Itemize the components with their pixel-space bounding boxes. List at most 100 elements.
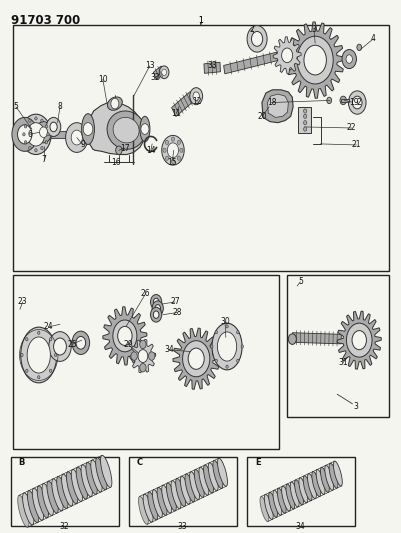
Circle shape <box>346 323 371 357</box>
Text: 9: 9 <box>80 141 85 149</box>
Circle shape <box>215 359 217 362</box>
Circle shape <box>345 55 352 63</box>
Circle shape <box>49 369 52 373</box>
Text: 2: 2 <box>249 25 254 34</box>
Ellipse shape <box>47 481 58 513</box>
Ellipse shape <box>57 477 68 508</box>
Text: 29: 29 <box>123 340 133 349</box>
Text: 30: 30 <box>220 317 229 326</box>
Text: 5: 5 <box>297 277 302 286</box>
Ellipse shape <box>81 114 94 144</box>
Circle shape <box>37 331 40 334</box>
Ellipse shape <box>100 455 111 487</box>
Polygon shape <box>103 306 146 365</box>
Text: 3: 3 <box>352 402 357 411</box>
Circle shape <box>45 141 47 144</box>
Text: 33: 33 <box>207 61 217 70</box>
Ellipse shape <box>21 327 57 383</box>
Circle shape <box>350 328 367 352</box>
Circle shape <box>177 156 180 160</box>
Circle shape <box>225 365 228 368</box>
Ellipse shape <box>285 484 294 509</box>
Text: E: E <box>255 458 260 466</box>
Ellipse shape <box>52 479 63 511</box>
Circle shape <box>150 295 161 309</box>
Circle shape <box>49 332 71 361</box>
Circle shape <box>210 345 213 348</box>
Ellipse shape <box>61 474 73 506</box>
Circle shape <box>251 31 262 46</box>
Circle shape <box>339 96 346 104</box>
Text: 6: 6 <box>27 130 32 139</box>
Ellipse shape <box>302 475 311 500</box>
Circle shape <box>303 127 306 131</box>
Text: B: B <box>18 458 24 466</box>
Ellipse shape <box>198 467 209 495</box>
Ellipse shape <box>81 465 92 497</box>
Polygon shape <box>267 94 288 117</box>
Polygon shape <box>261 90 292 123</box>
Circle shape <box>153 311 158 318</box>
Text: 2: 2 <box>356 98 361 107</box>
Polygon shape <box>292 333 340 344</box>
Circle shape <box>72 331 89 354</box>
Text: 34: 34 <box>295 522 304 531</box>
Circle shape <box>171 159 174 164</box>
Text: 33: 33 <box>177 522 186 531</box>
Ellipse shape <box>66 472 77 504</box>
Ellipse shape <box>95 458 107 490</box>
Circle shape <box>302 44 326 76</box>
Ellipse shape <box>328 463 337 488</box>
Circle shape <box>141 124 148 134</box>
Ellipse shape <box>180 476 190 504</box>
Bar <box>247 457 354 526</box>
Text: 11: 11 <box>171 109 180 118</box>
Ellipse shape <box>332 461 341 486</box>
Circle shape <box>28 119 31 122</box>
Circle shape <box>18 125 32 144</box>
Circle shape <box>21 114 51 155</box>
Circle shape <box>326 97 331 103</box>
Ellipse shape <box>148 492 157 520</box>
Ellipse shape <box>268 492 277 518</box>
Circle shape <box>241 345 243 348</box>
Ellipse shape <box>184 474 194 502</box>
Text: 32: 32 <box>150 73 159 82</box>
Circle shape <box>41 119 43 122</box>
Ellipse shape <box>217 332 236 361</box>
Circle shape <box>161 135 184 165</box>
Text: 34: 34 <box>164 345 173 354</box>
Ellipse shape <box>294 480 303 505</box>
Circle shape <box>341 50 356 69</box>
Ellipse shape <box>298 478 307 503</box>
Circle shape <box>46 117 61 136</box>
Circle shape <box>53 338 66 355</box>
Circle shape <box>189 88 202 104</box>
Ellipse shape <box>213 461 222 489</box>
Text: 17: 17 <box>120 144 130 152</box>
Ellipse shape <box>140 116 150 142</box>
Ellipse shape <box>320 467 328 492</box>
Ellipse shape <box>27 337 50 373</box>
Text: 28: 28 <box>172 308 181 317</box>
Circle shape <box>165 140 168 144</box>
Circle shape <box>111 98 119 109</box>
Ellipse shape <box>107 111 145 149</box>
Text: 12: 12 <box>192 97 201 106</box>
Circle shape <box>288 334 296 344</box>
Circle shape <box>23 133 25 136</box>
Circle shape <box>49 337 52 341</box>
Ellipse shape <box>107 97 122 110</box>
Circle shape <box>27 123 45 146</box>
Circle shape <box>352 96 361 109</box>
Circle shape <box>115 146 122 155</box>
Ellipse shape <box>208 463 218 491</box>
Text: 18: 18 <box>266 98 275 107</box>
Polygon shape <box>172 328 219 389</box>
Circle shape <box>179 148 182 152</box>
Circle shape <box>45 125 47 128</box>
Text: 16: 16 <box>111 158 121 167</box>
Circle shape <box>153 298 158 305</box>
Ellipse shape <box>42 483 53 515</box>
Circle shape <box>34 117 37 120</box>
